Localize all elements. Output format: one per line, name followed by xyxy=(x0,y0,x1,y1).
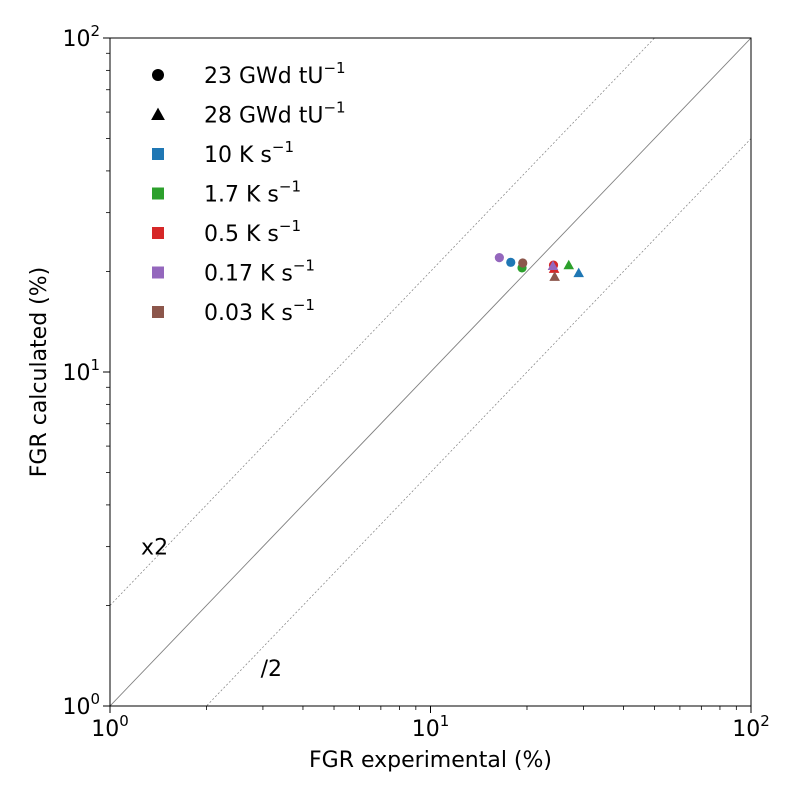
legend: 23 GWd tU−1 28 GWd tU−1 10 K s−1 1.7 K s−1 0… xyxy=(151,59,346,326)
legend-marker-4 xyxy=(152,227,164,239)
legend-item-0: 23 GWd tU−1 xyxy=(152,59,346,89)
legend-marker-5 xyxy=(152,266,164,279)
reference-lines xyxy=(110,38,751,706)
x-axis: 100 101 102 xyxy=(91,706,770,742)
legend-label-0: 23 GWd tU−1 xyxy=(204,59,346,89)
data-point-6-0 xyxy=(563,259,575,270)
reference-line-label-2: /2 xyxy=(261,657,282,682)
legend-marker-6 xyxy=(152,306,164,318)
data-point-9-0 xyxy=(549,271,560,281)
data-point-8-0 xyxy=(547,260,559,270)
x-axis-label: FGR experimental (%) xyxy=(309,748,552,773)
data-point-3-0 xyxy=(494,253,504,263)
y-axis-label: FGR calculated (%) xyxy=(27,267,52,478)
reference-line-label-1: x2 xyxy=(141,536,168,561)
data-point-0-0 xyxy=(506,257,516,267)
legend-marker-2 xyxy=(152,148,164,160)
legend-marker-1 xyxy=(151,107,165,121)
legend-item-4: 0.5 K s−1 xyxy=(152,217,301,247)
data-points xyxy=(494,253,584,281)
legend-label-1: 28 GWd tU−1 xyxy=(204,99,346,129)
reference-line-0 xyxy=(110,38,751,706)
legend-item-6: 0.03 K s−1 xyxy=(152,296,315,326)
legend-item-5: 0.17 K s−1 xyxy=(152,257,315,287)
x-tick-label-0: 100 xyxy=(91,712,129,742)
legend-marker-0 xyxy=(152,69,164,81)
legend-label-2: 10 K s−1 xyxy=(204,138,294,168)
line-annotations: x2/2 xyxy=(141,536,282,682)
y-tick-label-2: 102 xyxy=(62,22,100,52)
x-tick-label-2: 102 xyxy=(732,712,770,742)
legend-item-2: 10 K s−1 xyxy=(152,138,294,168)
legend-item-3: 1.7 K s−1 xyxy=(152,178,301,208)
y-tick-label-0: 100 xyxy=(62,690,100,720)
legend-label-6: 0.03 K s−1 xyxy=(204,296,315,326)
legend-label-3: 1.7 K s−1 xyxy=(204,178,301,208)
y-tick-label-1: 101 xyxy=(62,356,100,386)
data-point-5-0 xyxy=(573,267,584,278)
data-point-4-0 xyxy=(518,258,528,268)
legend-label-5: 0.17 K s−1 xyxy=(204,257,315,287)
x-tick-label-1: 101 xyxy=(412,712,450,742)
legend-marker-3 xyxy=(152,187,164,200)
y-axis: 100 101 102 xyxy=(62,22,110,720)
legend-label-4: 0.5 K s−1 xyxy=(204,217,301,247)
plot-area: x2/2 23 GWd tU−1 28 GWd tU−1 10 K s−1 1.7 K… xyxy=(109,37,752,707)
legend-item-1: 28 GWd tU−1 xyxy=(151,99,346,129)
